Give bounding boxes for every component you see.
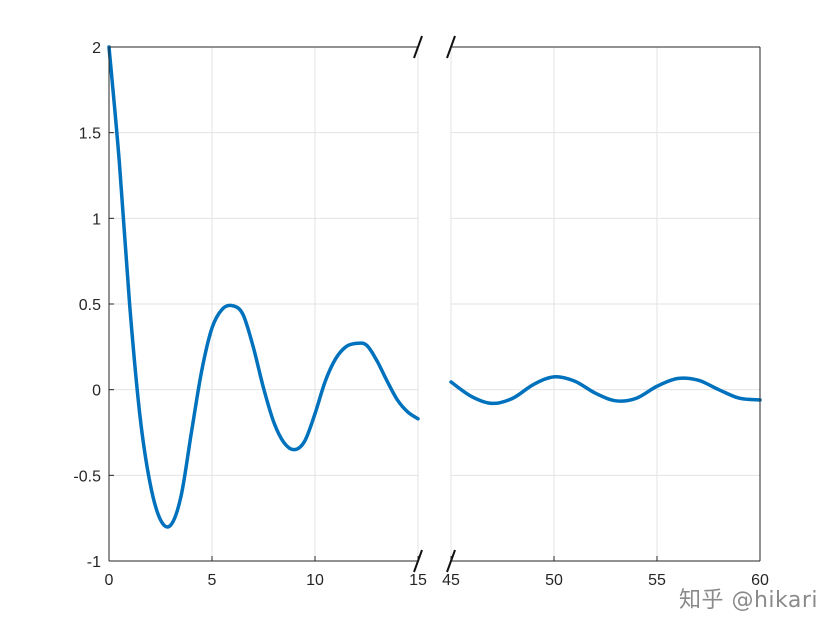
y-tick-label: 0.5 (79, 297, 101, 314)
grid (108, 46, 761, 562)
series-line (449, 374, 762, 406)
y-tick-label: -1 (87, 554, 101, 571)
y-tick-label: 1.5 (79, 126, 101, 143)
y-tick-label: 2 (92, 40, 101, 57)
y-tick-label: -0.5 (73, 468, 101, 485)
x-tick-label: 45 (442, 572, 460, 589)
axes (108, 35, 761, 573)
axis-break-marker (413, 35, 423, 59)
x-tick-label: 10 (306, 572, 324, 589)
series-curves (107, 45, 762, 529)
y-tick-label: 1 (92, 211, 101, 228)
x-tick-label: 0 (105, 572, 114, 589)
axis-break-marker (446, 35, 456, 59)
x-tick-label: 5 (208, 572, 217, 589)
x-tick-label: 55 (648, 572, 666, 589)
axis-break-marker (413, 549, 423, 573)
watermark: 知乎 @hikari (678, 588, 818, 613)
series-line (107, 45, 420, 529)
axis-break-marker (446, 549, 456, 573)
x-tick-label: 50 (545, 572, 563, 589)
x-tick-label: 60 (751, 572, 769, 589)
tick-labels: 21.510.50-0.5-10 5 10 15 45 50 55 60 (73, 40, 769, 589)
y-tick-label: 0 (92, 383, 101, 400)
x-tick-label: 15 (409, 572, 427, 589)
